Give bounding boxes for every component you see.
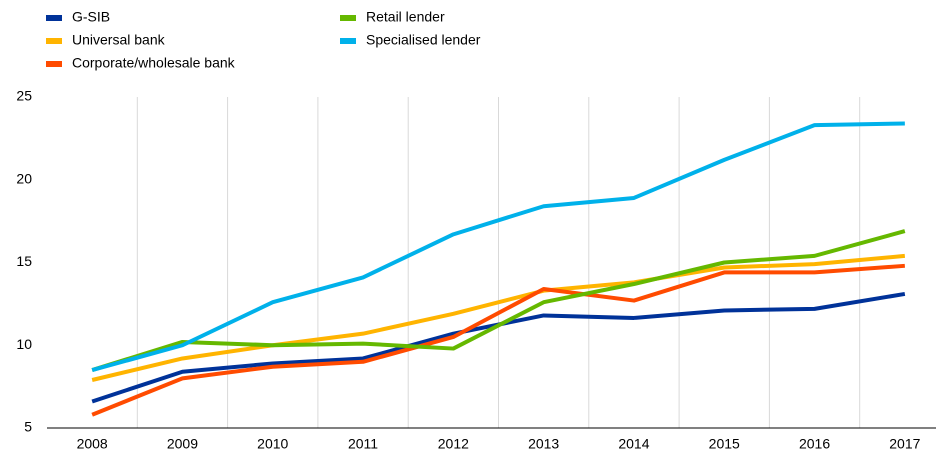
legend-label: Specialised lender [366,32,481,48]
series-line [91,253,906,382]
legend-label: Retail lender [366,9,445,25]
x-tick-label: 2012 [438,436,469,452]
y-tick-label: 25 [16,88,32,104]
y-tick-label: 5 [24,419,32,435]
y-tick-label: 15 [16,253,32,269]
x-tick-label: 2008 [77,436,108,452]
legend-label: Universal bank [72,32,166,48]
x-tick-label: 2014 [618,436,649,452]
legend-swatch [46,61,62,67]
x-tick-label: 2017 [889,436,920,452]
legend-label: Corporate/wholesale bank [72,55,236,71]
series-line [91,263,905,417]
x-tick-label: 2011 [348,436,378,452]
y-tick-label: 20 [16,170,32,186]
series-line [91,121,905,373]
legend-swatch [340,15,356,21]
x-tick-label: 2009 [167,436,198,452]
legend-swatch [340,38,356,44]
legend-swatch [46,38,62,44]
legend-swatch [46,15,62,21]
x-tick-label: 2013 [528,436,559,452]
series-line [91,229,906,372]
x-tick-label: 2015 [709,436,740,452]
x-tick-label: 2016 [799,436,830,452]
x-tick-label: 2010 [257,436,288,452]
legend-label: G-SIB [72,9,110,25]
y-tick-label: 10 [16,336,32,352]
